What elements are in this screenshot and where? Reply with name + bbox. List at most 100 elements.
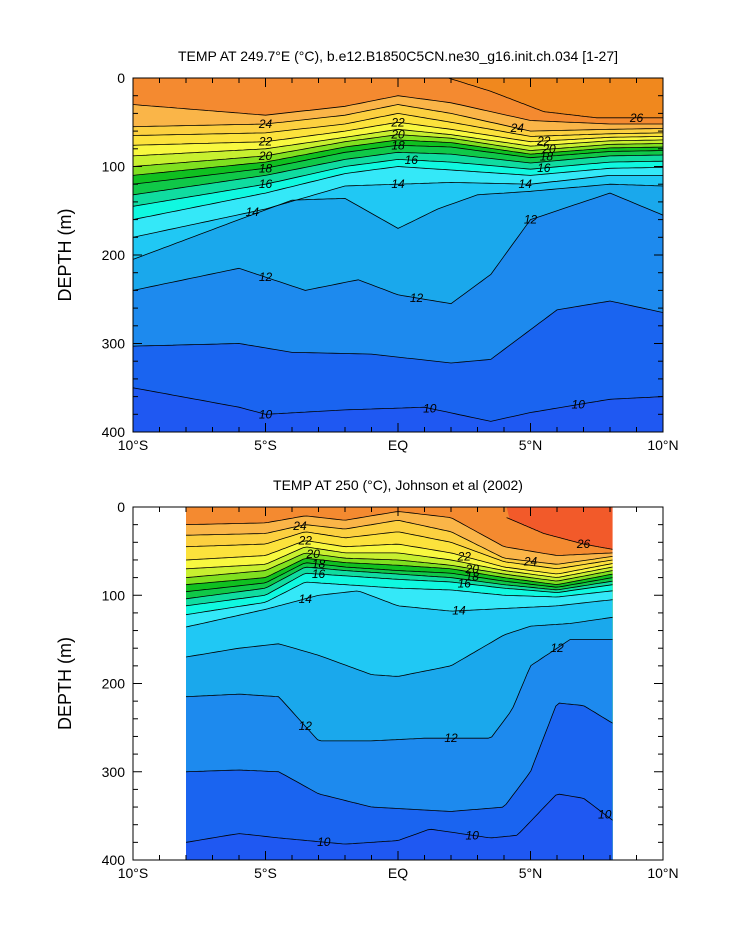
y-tick-label: 400 — [102, 852, 126, 868]
isotherm-line-17 — [186, 566, 613, 600]
contour-label-20: 20 — [390, 128, 405, 142]
x-tick-label: 10°N — [647, 437, 678, 453]
contour-label-12: 12 — [444, 731, 458, 745]
x-tick-label: 10°S — [118, 437, 149, 453]
contour-label-18: 18 — [540, 149, 554, 163]
isotherm-line-21 — [133, 128, 663, 157]
contour-label-20: 20 — [258, 149, 273, 163]
contour-label-10: 10 — [466, 828, 480, 842]
isotherm-line-26 — [448, 78, 663, 119]
isotherm-line-26 — [506, 517, 613, 550]
contour-label-14: 14 — [391, 177, 405, 191]
y-tick-label: 300 — [102, 764, 126, 780]
isotherm-line-24 — [186, 520, 613, 565]
x-tick-label: 10°S — [118, 865, 149, 881]
contour-band-26 — [448, 78, 663, 118]
contour-label-12: 12 — [524, 213, 538, 227]
isotherm-line-18 — [186, 562, 613, 593]
contour-label-18: 18 — [312, 557, 326, 571]
contour-label-26: 26 — [576, 537, 591, 551]
isotherm-line-16 — [186, 572, 613, 607]
isotherm-line-23 — [133, 112, 663, 137]
y-tick-label: 200 — [102, 676, 126, 692]
chart-title: TEMP AT 249.7°E (°C), b.e12.B1850C5CN.ne… — [178, 48, 618, 64]
isotherm-line-16 — [133, 158, 663, 207]
isotherm-line-10 — [133, 387, 663, 422]
isotherm-line-15 — [186, 581, 613, 616]
contour-label-10: 10 — [598, 807, 612, 821]
contour-label-16: 16 — [259, 177, 273, 191]
chart-title: TEMP AT 250 (°C), Johnson et al (2002) — [273, 477, 523, 493]
contour-band-10 — [186, 703, 613, 860]
isotherm-line-19 — [133, 139, 663, 176]
contour-label-24: 24 — [510, 121, 525, 135]
y-axis-label: DEPTH (m) — [55, 637, 75, 730]
contour-label-10: 10 — [317, 835, 331, 849]
isotherm-line-13 — [186, 616, 613, 677]
contour-lines — [186, 511, 613, 845]
isotherm-line-10 — [186, 793, 613, 845]
y-tick-label: 400 — [102, 424, 126, 440]
contour-label-18: 18 — [259, 161, 273, 175]
y-tick-label: 200 — [102, 247, 126, 263]
y-axis: 0 100 200 300 400 — [102, 499, 663, 868]
isotherm-line-25 — [133, 95, 663, 125]
contour-fills — [133, 78, 663, 432]
isotherm-line-12 — [186, 639, 613, 742]
contour-label-24: 24 — [292, 519, 307, 533]
contour-label-10: 10 — [423, 401, 437, 415]
x-tick-label: 5°S — [254, 865, 277, 881]
contour-label-24: 24 — [523, 554, 538, 568]
isotherm-line-23 — [186, 531, 613, 570]
x-tick-label: EQ — [388, 865, 408, 881]
contour-band-26 — [506, 507, 613, 550]
contour-label-16: 16 — [458, 577, 472, 591]
contour-label-22: 22 — [536, 134, 551, 148]
isotherm-line-11 — [186, 702, 613, 812]
contour-label-10: 10 — [259, 407, 273, 421]
x-axis: 10°S 5°S EQ 5°N 10°N — [118, 507, 679, 881]
contour-label-18: 18 — [391, 138, 405, 152]
x-tick-label: EQ — [388, 437, 408, 453]
isotherm-line-15 — [133, 166, 663, 220]
isotherm-line-13 — [133, 183, 663, 260]
contour-label-12: 12 — [550, 641, 564, 655]
isotherm-line-17 — [133, 151, 663, 196]
isotherm-line-11 — [133, 300, 663, 364]
contour-lines — [133, 78, 663, 422]
contour-label-16: 16 — [312, 567, 326, 581]
contour-label-22: 22 — [457, 549, 472, 563]
contour-label-16: 16 — [405, 153, 419, 167]
contour-label-22: 22 — [390, 115, 405, 129]
contour-label-26: 26 — [629, 111, 644, 125]
contour-label-22: 22 — [298, 534, 313, 548]
y-tick-label: 0 — [117, 70, 125, 86]
y-tick-label: 100 — [102, 159, 126, 175]
contour-label-12: 12 — [299, 719, 313, 733]
contour-label-14: 14 — [519, 177, 533, 191]
contour-label-18: 18 — [466, 569, 480, 583]
isotherm-line-18 — [133, 144, 663, 185]
contour-label-16: 16 — [537, 161, 551, 175]
contour-label-20: 20 — [306, 547, 321, 561]
contour-band-9 — [186, 794, 613, 860]
contour-label-22: 22 — [258, 135, 273, 149]
isotherm-line-22 — [133, 121, 663, 146]
contour-label-14: 14 — [452, 604, 466, 618]
contour-label-24: 24 — [258, 117, 273, 131]
isotherm-line-25 — [186, 511, 613, 556]
isotherm-line-20 — [186, 552, 613, 582]
contour-band-9 — [133, 387, 663, 432]
isotherm-line-14 — [186, 590, 613, 628]
x-axis: 10°S 5°S EQ 5°N 10°N — [118, 78, 679, 453]
y-tick-label: 300 — [102, 336, 126, 352]
contour-label-20: 20 — [541, 142, 556, 156]
contour-label-12: 12 — [259, 270, 273, 284]
isotherm-line-22 — [186, 540, 613, 575]
y-axis-label: DEPTH (m) — [55, 209, 75, 302]
isotherm-line-24 — [133, 104, 663, 132]
